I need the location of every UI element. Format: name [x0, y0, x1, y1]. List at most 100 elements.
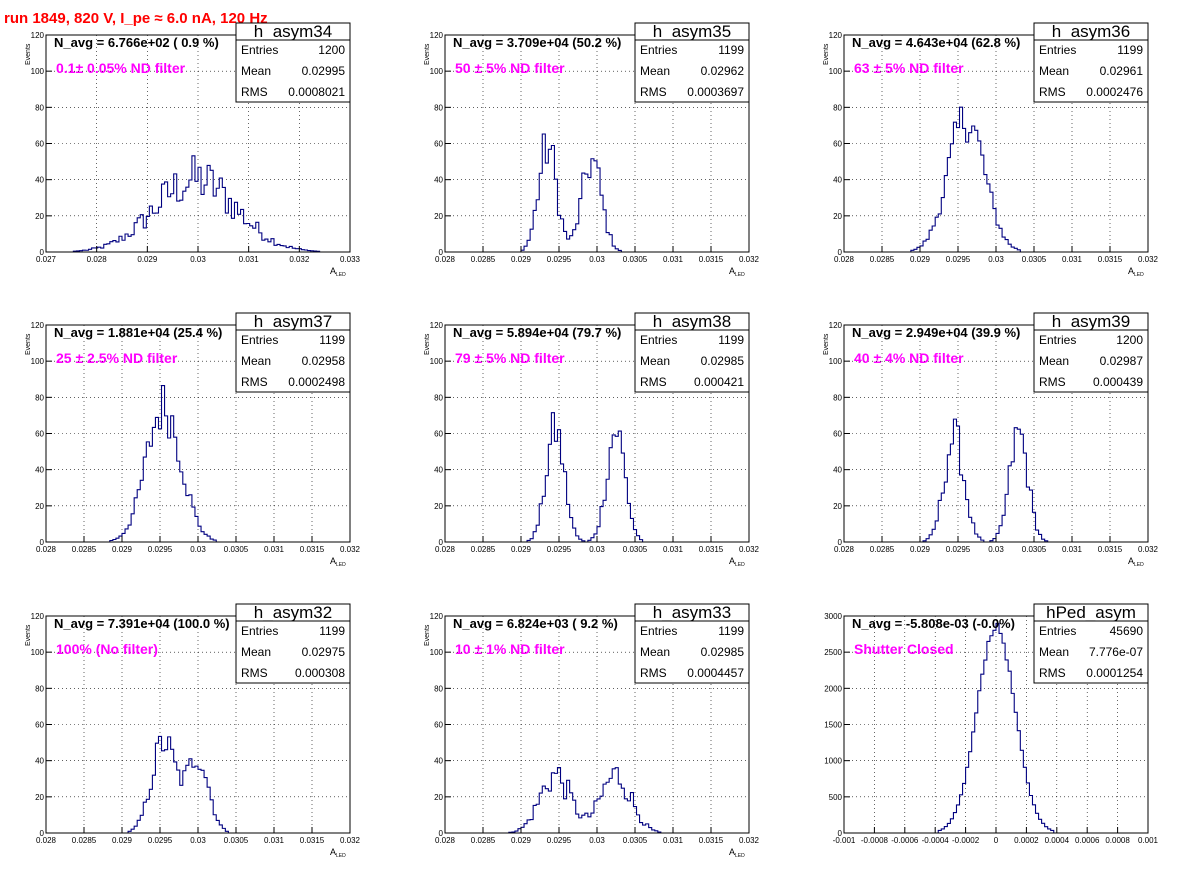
run-title: run 1849, 820 V, I_pe ≈ 6.0 nA, 120 Hz — [4, 10, 268, 27]
stats-label: Mean — [1039, 645, 1069, 659]
y-tick-label: 40 — [434, 466, 443, 475]
stats-value: 0.0002498 — [288, 375, 345, 389]
y-tick-label: 120 — [31, 612, 45, 621]
y-tick-label: 120 — [430, 31, 444, 40]
y-tick-label: 40 — [35, 757, 44, 766]
x-tick-label: 0.0315 — [1098, 545, 1123, 554]
filter-note: 79 ± 5% ND filter — [455, 350, 565, 366]
y-tick-label: 20 — [434, 793, 443, 802]
stats-label: Mean — [241, 645, 271, 659]
x-axis-label: ALED — [729, 556, 745, 568]
histogram-panel-h_asym36: 0.028 0.0285 0.029 0.0295 0.03 0.0305 0.031 0.0… — [823, 22, 1159, 278]
x-tick-label: 0.028 — [87, 255, 108, 264]
x-tick-label: -0.001 — [833, 836, 856, 845]
stats-value: 0.000421 — [694, 375, 744, 389]
stats-value: 0.000439 — [1093, 375, 1143, 389]
y-tick-label: 20 — [833, 502, 842, 511]
y-tick-label: 60 — [35, 721, 44, 730]
stats-value: 0.0003697 — [687, 85, 744, 99]
y-tick-label: 100 — [829, 67, 843, 76]
x-tick-label: -0.0002 — [952, 836, 980, 845]
y-tick-label: 120 — [829, 321, 843, 330]
x-tick-label: 0.0006 — [1075, 836, 1100, 845]
filter-note: 10 ± 1% ND filter — [455, 641, 565, 657]
x-tick-label: -0.0008 — [861, 836, 889, 845]
filter-note: 100% (No filter) — [56, 641, 158, 657]
stats-box-title: h_asym34 — [254, 22, 332, 41]
y-axis-label: Events — [823, 43, 830, 65]
x-axis-label: ALED — [1128, 556, 1144, 568]
filter-note: 63 ± 5% ND filter — [854, 60, 964, 76]
stats-label: RMS — [241, 85, 268, 99]
navg-label: N_avg = -5.808e-03 (-0.0%) — [852, 616, 1015, 631]
stats-box-title: h_asym37 — [254, 312, 332, 331]
x-tick-label: 0.029 — [511, 836, 532, 845]
y-tick-label: 0 — [838, 829, 843, 838]
y-tick-label: 100 — [31, 67, 45, 76]
x-tick-label: 0.029 — [511, 255, 532, 264]
x-tick-label: -0.0006 — [891, 836, 919, 845]
stats-box-title: h_asym39 — [1052, 312, 1130, 331]
y-tick-label: 40 — [833, 466, 842, 475]
stats-box-title: h_asym33 — [653, 603, 731, 622]
stats-value: 0.02985 — [701, 645, 745, 659]
filter-note: 25 ± 2.5% ND filter — [56, 350, 178, 366]
stats-value: 0.0002476 — [1086, 85, 1143, 99]
stats-value: 0.02987 — [1100, 354, 1144, 368]
y-tick-label: 120 — [430, 321, 444, 330]
stats-label: Entries — [241, 333, 278, 347]
x-tick-label: 0.0295 — [946, 255, 971, 264]
x-axis-label: ALED — [1128, 266, 1144, 278]
stats-value: 0.0004457 — [687, 666, 744, 680]
navg-label: N_avg = 2.949e+04 (39.9 %) — [852, 325, 1020, 340]
stats-label: RMS — [1039, 375, 1066, 389]
x-tick-label: 0.0315 — [300, 545, 325, 554]
stats-box — [235, 312, 351, 393]
x-tick-label: 0.031 — [663, 255, 684, 264]
y-axis-label: Events — [424, 624, 431, 646]
x-tick-label: 0.028 — [36, 836, 57, 845]
x-tick-label: 0.03 — [988, 255, 1004, 264]
y-tick-label: 80 — [434, 103, 443, 112]
stats-box-title: h_asym32 — [254, 603, 332, 622]
x-tick-label: 0.0315 — [699, 255, 724, 264]
x-tick-label: 0.001 — [1138, 836, 1159, 845]
y-tick-label: 80 — [35, 684, 44, 693]
stats-label: RMS — [241, 666, 268, 680]
x-tick-label: 0.0004 — [1045, 836, 1070, 845]
x-tick-label: 0.029 — [511, 545, 532, 554]
y-tick-label: 40 — [35, 466, 44, 475]
y-tick-label: 80 — [35, 103, 44, 112]
navg-label: N_avg = 6.766e+02 ( 0.9 %) — [54, 35, 219, 50]
x-tick-label: 0.0285 — [471, 545, 496, 554]
y-axis-label: Events — [424, 333, 431, 355]
x-tick-label: 0.0002 — [1014, 836, 1039, 845]
y-axis-label: Events — [25, 43, 32, 65]
y-axis-label: Events — [25, 333, 32, 355]
x-tick-label: 0.029 — [910, 545, 931, 554]
x-tick-label: 0.0008 — [1105, 836, 1130, 845]
x-tick-label: 0.0285 — [471, 255, 496, 264]
y-tick-label: 0 — [838, 538, 843, 547]
y-tick-label: 100 — [430, 357, 444, 366]
y-tick-label: 0 — [439, 538, 444, 547]
y-tick-label: 60 — [35, 140, 44, 149]
y-tick-label: 40 — [434, 757, 443, 766]
x-axis-label: ALED — [330, 556, 346, 568]
x-tick-label: 0.029 — [112, 545, 133, 554]
stats-box — [634, 312, 750, 393]
x-tick-label: 0.032 — [739, 255, 760, 264]
x-tick-label: 0.0295 — [946, 545, 971, 554]
stats-label: Entries — [241, 624, 278, 638]
x-tick-label: 0.028 — [36, 545, 57, 554]
stats-value: 1199 — [1117, 43, 1143, 57]
stats-box-title: h_asym35 — [653, 22, 731, 41]
stats-box — [634, 603, 750, 684]
stats-label: Entries — [640, 43, 677, 57]
stats-label: Entries — [640, 624, 677, 638]
x-tick-label: 0.0305 — [623, 545, 648, 554]
y-tick-label: 100 — [31, 357, 45, 366]
filter-note: 40 ± 4% ND filter — [854, 350, 964, 366]
stats-value: 0.0008021 — [288, 85, 345, 99]
